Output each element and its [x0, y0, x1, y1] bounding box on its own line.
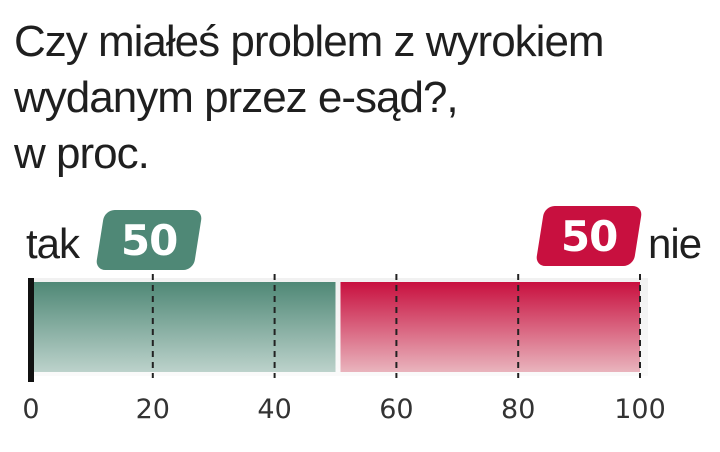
badge-tak-value: 50: [120, 215, 178, 265]
title-line-1: Czy miałeś problem z wyrokiem: [14, 17, 605, 66]
label-tak: tak: [26, 220, 80, 267]
title-line-3: w proc.: [14, 129, 150, 178]
x-tick-label-80: 80: [501, 394, 535, 425]
badge-tak: 50: [95, 210, 203, 270]
x-tick-label-60: 60: [379, 394, 413, 425]
title-line-2: wydanym przez e-sąd?,: [14, 73, 459, 122]
badge-nie: 50: [535, 206, 643, 266]
stacked-bar-chart: 0 20 40 60 80 100: [22, 274, 666, 425]
bar-segment-nie: [340, 282, 640, 372]
bar-segment-tak: [31, 282, 336, 372]
label-nie: nie: [648, 220, 702, 267]
badge-nie-value: 50: [560, 211, 618, 261]
x-tick-label-40: 40: [257, 394, 291, 425]
x-tick-label-100: 100: [614, 394, 666, 425]
chart-title: Czy miałeś problem z wyrokiem wydanym pr…: [14, 14, 704, 182]
x-tick-label-0: 0: [22, 394, 39, 425]
x-tick-label-20: 20: [136, 394, 170, 425]
